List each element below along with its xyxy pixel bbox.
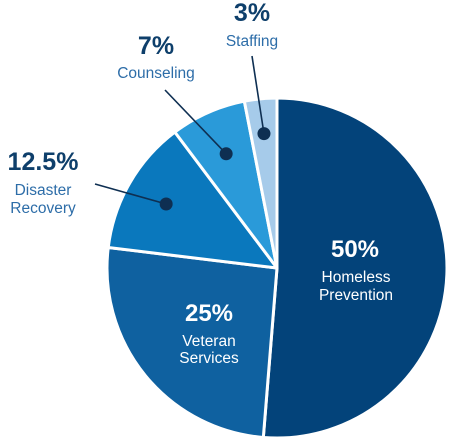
slice-label-veteran-services-line1: Veteran: [182, 333, 235, 350]
slice-value-staffing: 3%: [234, 0, 270, 27]
leader-dot-disaster-recovery: [159, 197, 173, 211]
slice-label-homeless-prevention-line2: Prevention: [319, 287, 393, 304]
pie-slice-veteran-services: [105, 246, 279, 439]
slice-label-veteran-services-line2: Services: [179, 350, 239, 367]
pie-slices: [105, 96, 449, 440]
slice-label-staffing: Staffing: [226, 33, 278, 50]
leader-line-staffing: [251, 55, 265, 134]
leader-line-counseling: [164, 89, 227, 155]
slice-value-disaster-recovery: 12.5%: [8, 148, 79, 176]
slice-label-homeless-prevention-line1: Homeless: [322, 269, 391, 286]
pie-slice-disaster-recovery: [106, 130, 279, 270]
slice-label-disaster-recovery-line2: Recovery: [10, 200, 76, 217]
pie-slice-staffing: [242, 96, 279, 270]
pie-slice-homeless-prevention: [261, 96, 449, 440]
slice-value-homeless-prevention: 50%: [331, 236, 379, 263]
slice-value-veteran-services: 25%: [185, 300, 233, 327]
slice-label-disaster-recovery-line1: Disaster: [15, 182, 72, 199]
slice-label-counseling: Counseling: [117, 65, 195, 82]
leader-dot-staffing: [257, 127, 271, 141]
slice-value-counseling: 7%: [138, 32, 174, 60]
leader-dot-counseling: [219, 147, 233, 161]
leader-lines: [94, 55, 271, 211]
leader-line-disaster-recovery: [94, 183, 167, 205]
